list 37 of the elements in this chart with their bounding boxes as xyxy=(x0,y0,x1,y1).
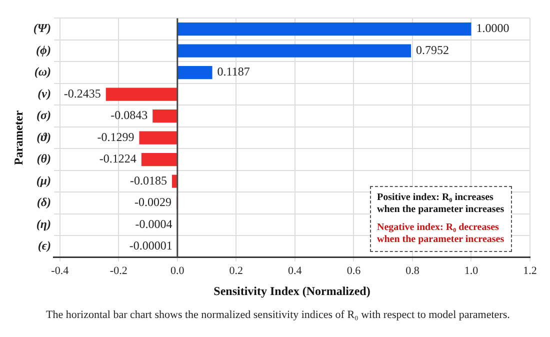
annotation: Negative index: R₀ decreases when the parameter increases xyxy=(377,222,505,246)
x-tick-label: 0.8 xyxy=(406,264,420,277)
annotation: Positive index: R₀ increases when the parameter increases xyxy=(377,192,505,216)
data-label: 0.7952 xyxy=(416,42,450,57)
data-label: -0.1224 xyxy=(99,152,136,166)
note-box: Positive index: R₀ increases when the parameter increases Negative index: R₀ decreases when the parameter increases xyxy=(370,186,512,252)
x-axis-title: Sensitivity Index (Normalized) xyxy=(214,284,370,298)
data-label: -0.0004 xyxy=(135,216,172,231)
y-tick-label: (δ) xyxy=(36,195,51,210)
data-label: -0.0185 xyxy=(130,173,167,188)
x-tick-label: -0.4 xyxy=(51,264,70,277)
y-tick-label: (ϵ) xyxy=(38,238,51,253)
data-label: -0.2435 xyxy=(64,86,101,100)
x-tick-label: 1.0 xyxy=(464,264,479,277)
y-tick-label: (ϕ) xyxy=(36,42,51,57)
data-label: -0.00001 xyxy=(129,238,172,253)
y-tick-label: (σ) xyxy=(36,108,51,122)
y-tick-label: (ω) xyxy=(34,64,51,79)
data-label: 0.1187 xyxy=(217,64,250,79)
data-label: -0.0843 xyxy=(110,108,148,122)
data-label: -0.0029 xyxy=(134,195,172,210)
x-tick-label: 0.2 xyxy=(229,264,244,277)
text: The horizontal bar chart shows the normalized sensitivity indices of R₀ with respect to model parameters. xyxy=(46,309,511,321)
x-tick-label: 1.2 xyxy=(523,264,537,277)
y-axis-title: Parameter xyxy=(11,110,26,166)
x-tick-label: 0.6 xyxy=(346,264,362,277)
y-tick-label: (ϑ) xyxy=(36,130,51,144)
data-label: 1.0000 xyxy=(476,21,510,36)
y-tick-label: (η) xyxy=(36,216,51,231)
x-tick-label: -0.2 xyxy=(110,264,128,277)
y-tick-label: (ν) xyxy=(38,86,51,100)
data-label: -0.1299 xyxy=(97,130,134,144)
y-tick-label: (θ) xyxy=(36,152,51,166)
y-tick-label: (Ψ) xyxy=(33,21,51,36)
x-tick-label: 0.4 xyxy=(288,264,302,277)
y-tick-label: (μ) xyxy=(36,173,51,188)
x-tick-label: 0.0 xyxy=(170,264,185,277)
